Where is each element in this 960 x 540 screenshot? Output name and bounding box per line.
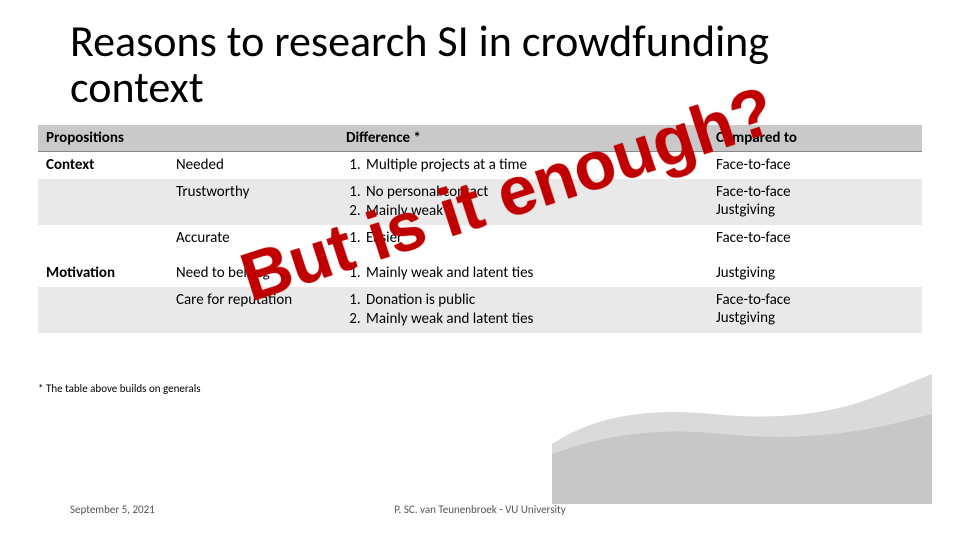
cell-proposition: Motivation xyxy=(38,260,168,287)
cell-difference: Donation is publicMainly weak and latent… xyxy=(338,287,708,333)
cell-difference: Multiple projects at a time xyxy=(338,152,708,180)
slide: Reasons to research SI in crowdfunding c… xyxy=(0,0,960,540)
header-propositions: Propositions xyxy=(38,125,168,152)
table-row: TrustworthyNo personal contactMainly wea… xyxy=(38,179,922,225)
cell-difference: Mainly weak and latent ties xyxy=(338,260,708,287)
diff-item: Easier xyxy=(364,229,700,248)
cell-difference: Easier xyxy=(338,225,708,254)
diff-item: No personal contact xyxy=(364,183,700,202)
table-row: ContextNeeded Multiple projects at a time… xyxy=(38,152,922,180)
page-title: Reasons to research SI in crowdfunding c… xyxy=(70,18,890,110)
header-blank xyxy=(168,125,338,152)
header-compared: Compared to xyxy=(708,125,922,152)
cell-attribute: Need to belong xyxy=(168,260,338,287)
propositions-table: Propositions Difference * Compared to Co… xyxy=(38,125,922,333)
diff-item: Mainly weak and latent ties xyxy=(364,310,700,329)
table-row: MotivationNeed to belong Mainly weak and … xyxy=(38,260,922,287)
cell-proposition xyxy=(38,225,168,254)
cell-proposition xyxy=(38,287,168,333)
diff-item: Multiple projects at a time xyxy=(364,156,700,175)
cell-compared: Face-to-face xyxy=(708,152,922,180)
cell-compared: Justgiving xyxy=(708,260,922,287)
cell-compared: Face-to-face xyxy=(708,225,922,254)
table-header-row: Propositions Difference * Compared to xyxy=(38,125,922,152)
cell-attribute: Care for reputation xyxy=(168,287,338,333)
cell-proposition xyxy=(38,179,168,225)
cell-proposition: Context xyxy=(38,152,168,180)
table-row: Care for reputationDonation is publicMai… xyxy=(38,287,922,333)
cell-attribute: Accurate xyxy=(168,225,338,254)
footer-author: P. SC. van Teunenbroek - VU University xyxy=(0,503,960,516)
cell-compared: Face-to-face Justgiving xyxy=(708,179,922,225)
table-footnote: * The table above builds on generals xyxy=(38,382,201,395)
table-row: Accurate Easier Face-to-face xyxy=(38,225,922,254)
crowd-graphic xyxy=(552,364,932,504)
diff-item: Donation is public xyxy=(364,291,700,310)
cell-attribute: Needed xyxy=(168,152,338,180)
table-body: ContextNeeded Multiple projects at a time… xyxy=(38,152,922,333)
diff-item: Mainly weak and latent ties xyxy=(364,264,700,283)
cell-compared: Face-to-face Justgiving xyxy=(708,287,922,333)
cell-attribute: Trustworthy xyxy=(168,179,338,225)
diff-item: Mainly weak xyxy=(364,202,700,221)
cell-difference: No personal contactMainly weak xyxy=(338,179,708,225)
header-difference: Difference * xyxy=(338,125,708,152)
